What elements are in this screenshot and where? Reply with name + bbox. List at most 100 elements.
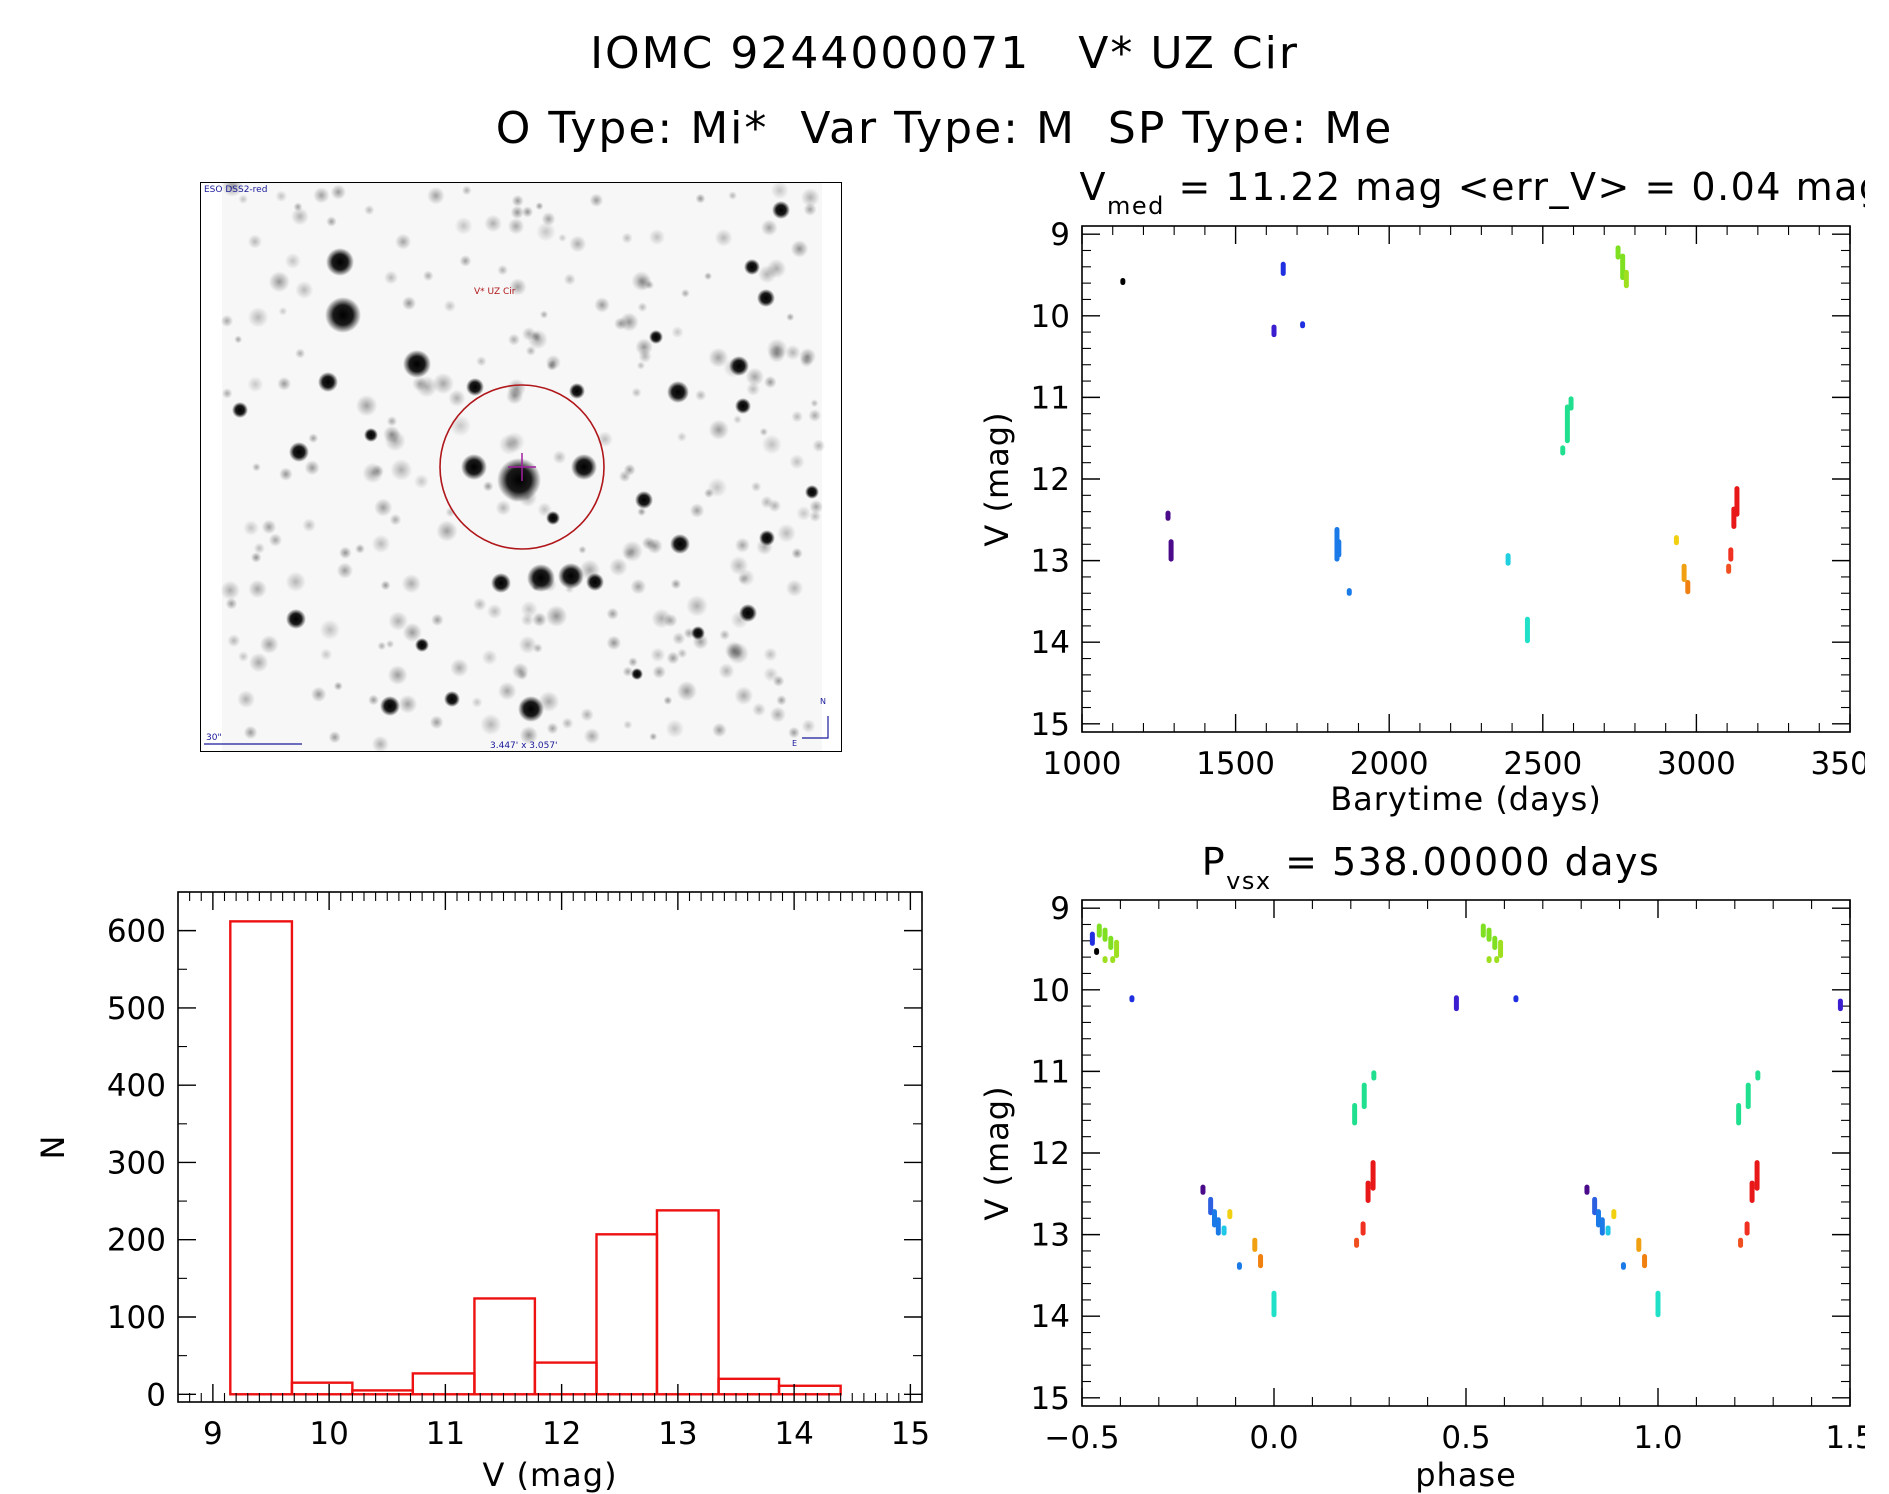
- faint-star: [436, 520, 458, 542]
- faint-star: [636, 361, 646, 370]
- faint-star: [621, 232, 633, 244]
- faint-star: [385, 639, 395, 649]
- light-curve-data-point: [1728, 547, 1734, 562]
- faint-star: [589, 193, 604, 208]
- faint-star: [279, 467, 293, 481]
- light-curve-x-label: Barytime (days): [1330, 780, 1602, 818]
- phase-plot-data-point: [1486, 927, 1492, 942]
- faint-star: [319, 619, 341, 641]
- phase-plot-data-point: [1736, 1103, 1742, 1126]
- faint-star: [606, 607, 619, 620]
- faint-star: [401, 573, 422, 594]
- faint-star: [808, 409, 822, 422]
- faint-star: [511, 194, 524, 207]
- target-circle: [439, 384, 605, 550]
- phase-plot-y-tick-label: 14: [1031, 1299, 1070, 1335]
- faint-star: [638, 349, 652, 363]
- faint-star: [637, 302, 648, 313]
- light-curve-y-tick-label: 13: [1031, 544, 1070, 580]
- faint-star: [686, 594, 708, 617]
- north-label: N: [820, 697, 826, 706]
- faint-star: [384, 270, 399, 285]
- bright-star: [415, 638, 429, 652]
- bright-star: [232, 402, 248, 418]
- faint-star: [734, 686, 754, 706]
- phase-plot-y-tick-label: 9: [1050, 891, 1070, 927]
- histogram-bar: [595, 1233, 659, 1396]
- faint-star: [536, 221, 556, 242]
- phase-plot-data-point: [1494, 956, 1500, 964]
- faint-star: [388, 611, 409, 631]
- faint-star: [812, 439, 826, 453]
- faint-star: [650, 647, 666, 663]
- faint-star: [800, 188, 820, 207]
- faint-star: [694, 389, 707, 401]
- faint-star: [310, 686, 327, 703]
- faint-star: [630, 578, 647, 595]
- histogram-x-tick-label: 11: [426, 1416, 465, 1452]
- faint-star: [671, 325, 684, 339]
- faint-star: [703, 488, 714, 499]
- bright-star: [586, 573, 604, 591]
- faint-star: [484, 214, 502, 233]
- faint-star: [225, 597, 238, 610]
- bright-star: [649, 330, 663, 344]
- phase-plot-x-tick-label: 1.0: [1633, 1420, 1682, 1456]
- faint-star: [677, 648, 688, 659]
- faint-star: [250, 552, 262, 563]
- scale-bar-label: 30": [206, 733, 222, 743]
- faint-star: [809, 499, 824, 514]
- bright-star: [325, 297, 361, 333]
- faint-star: [461, 185, 472, 196]
- faint-star: [431, 613, 444, 627]
- faint-star: [776, 523, 796, 543]
- faint-star: [646, 538, 663, 555]
- light-curve-data-point: [1280, 261, 1286, 276]
- histogram-x-tick-label: 14: [774, 1416, 813, 1452]
- faint-star: [546, 722, 559, 735]
- faint-star: [412, 376, 428, 392]
- bright-star: [805, 485, 819, 499]
- phase-plot-data-point: [1208, 1196, 1214, 1216]
- faint-star: [395, 233, 412, 250]
- light-curve-data-point: [1568, 396, 1574, 411]
- phase-plot-data-point: [1211, 1209, 1217, 1228]
- faint-star: [243, 520, 259, 536]
- faint-star: [355, 543, 365, 554]
- faint-star: [676, 431, 687, 442]
- bright-star: [364, 428, 378, 442]
- bright-star: [546, 511, 560, 525]
- compass-arrows: [802, 716, 829, 739]
- phase-plot-data-point: [1620, 1262, 1626, 1270]
- faint-star: [791, 547, 803, 560]
- faint-star: [734, 537, 750, 553]
- phase-plot-data-point: [1611, 1209, 1617, 1220]
- histogram-bar: [533, 1361, 598, 1396]
- faint-star: [623, 463, 636, 476]
- faint-star: [234, 335, 243, 344]
- light-curve-y-tick-label: 10: [1031, 299, 1070, 335]
- faint-star: [609, 557, 628, 577]
- faint-star: [275, 190, 288, 203]
- faint-star: [809, 510, 822, 523]
- light-curve-ticks: [1081, 226, 1851, 732]
- faint-star: [623, 720, 633, 730]
- faint-star: [295, 280, 314, 299]
- faint-star: [509, 278, 527, 296]
- bright-star: [729, 356, 749, 376]
- phase-plot-data-point: [1486, 956, 1492, 964]
- phase-plot-data-point: [1738, 1237, 1744, 1248]
- faint-star: [623, 547, 636, 560]
- faint-star: [510, 205, 525, 220]
- faint-star: [752, 702, 766, 717]
- phase-plot-data-point: [1480, 923, 1486, 938]
- bright-star: [286, 609, 306, 629]
- faint-star: [291, 207, 309, 226]
- faint-star: [253, 542, 266, 555]
- faint-star: [333, 681, 343, 691]
- histogram-bar: [290, 1381, 354, 1396]
- histogram-y-tick-label: 0: [146, 1377, 166, 1413]
- light-curve-data-point: [1346, 588, 1352, 596]
- faint-star: [539, 310, 549, 319]
- bright-star: [757, 289, 775, 307]
